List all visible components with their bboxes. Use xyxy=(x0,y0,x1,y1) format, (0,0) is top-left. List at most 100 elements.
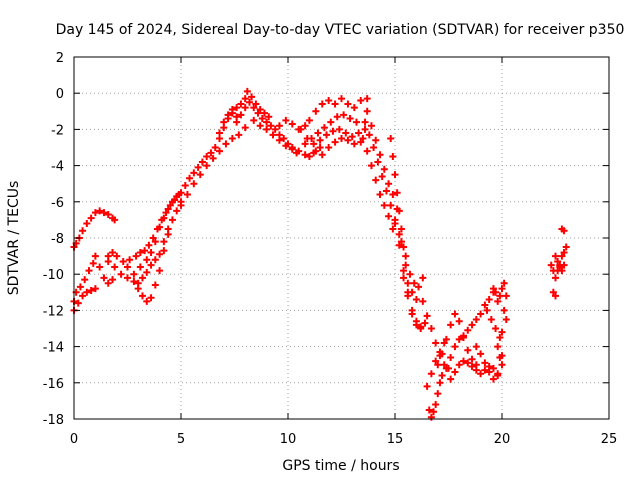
data-point xyxy=(442,335,450,343)
data-point xyxy=(136,248,144,256)
data-point xyxy=(241,104,249,112)
data-point xyxy=(196,171,204,179)
data-point xyxy=(359,134,367,142)
data-point xyxy=(547,261,555,269)
data-point xyxy=(237,100,245,108)
data-point xyxy=(87,286,95,294)
data-point xyxy=(481,301,489,309)
data-point xyxy=(395,207,403,215)
data-point xyxy=(432,357,440,365)
data-point xyxy=(252,100,260,108)
data-point xyxy=(552,274,559,282)
data-point xyxy=(301,151,309,159)
data-point xyxy=(303,134,311,142)
data-point xyxy=(164,205,172,213)
data-point xyxy=(472,315,480,323)
data-point xyxy=(100,209,108,217)
data-point xyxy=(562,243,570,251)
x-tick-label: 10 xyxy=(280,432,297,447)
data-point xyxy=(483,306,491,314)
data-point xyxy=(89,259,97,267)
data-point xyxy=(350,104,358,112)
data-point xyxy=(147,261,155,269)
data-point xyxy=(327,118,335,126)
data-point xyxy=(301,122,309,130)
data-point xyxy=(263,118,271,126)
data-point xyxy=(552,252,559,260)
y-axis-label: SDTVAR / TECUs xyxy=(6,181,22,296)
data-point xyxy=(160,214,168,222)
data-point xyxy=(267,122,275,130)
grid xyxy=(74,57,609,419)
data-point xyxy=(438,372,446,380)
data-point xyxy=(344,136,352,144)
data-point xyxy=(447,321,455,329)
data-point xyxy=(432,339,440,347)
data-point xyxy=(109,276,117,284)
data-point xyxy=(91,252,99,260)
data-point xyxy=(502,292,510,300)
y-tick-label: -14 xyxy=(43,341,64,356)
data-point xyxy=(335,125,343,133)
data-point xyxy=(472,343,480,351)
data-point xyxy=(138,292,146,300)
data-point xyxy=(496,292,504,300)
data-point xyxy=(393,189,401,197)
y-tick-label: -18 xyxy=(43,413,64,428)
data-point xyxy=(329,127,337,135)
data-point xyxy=(367,122,375,130)
data-point xyxy=(104,210,112,218)
data-point xyxy=(305,116,313,124)
data-point xyxy=(288,120,296,128)
data-point xyxy=(395,230,403,238)
data-point xyxy=(183,191,191,199)
data-point xyxy=(363,147,371,155)
data-point xyxy=(151,238,159,246)
data-point xyxy=(352,118,360,126)
data-point xyxy=(156,250,164,258)
data-point xyxy=(427,413,435,421)
data-point xyxy=(100,274,108,282)
data-point xyxy=(91,285,99,293)
data-point xyxy=(282,142,290,150)
data-point xyxy=(361,118,369,126)
data-point xyxy=(502,315,510,323)
data-point xyxy=(400,274,408,282)
data-point xyxy=(282,116,290,124)
data-point xyxy=(265,113,273,121)
data-point xyxy=(256,105,264,113)
data-point xyxy=(216,129,224,137)
data-point xyxy=(138,274,146,282)
data-point xyxy=(96,207,104,215)
data-point xyxy=(256,122,264,130)
data-point xyxy=(385,212,393,220)
y-tick-label: 2 xyxy=(56,51,64,66)
data-point xyxy=(233,104,241,112)
data-point xyxy=(558,267,566,275)
data-point xyxy=(423,382,431,390)
y-tick-label: -8 xyxy=(51,232,64,247)
data-point xyxy=(560,227,568,235)
data-point xyxy=(318,151,326,159)
data-point xyxy=(181,182,189,190)
data-point xyxy=(297,125,305,133)
data-point xyxy=(374,158,382,166)
data-point xyxy=(556,263,564,271)
data-point xyxy=(250,104,258,112)
y-tick-label: -2 xyxy=(51,123,64,138)
data-point xyxy=(494,297,502,305)
data-point xyxy=(224,111,232,119)
data-point xyxy=(228,134,236,142)
data-point xyxy=(417,325,425,332)
data-point xyxy=(468,363,476,371)
data-point xyxy=(408,310,416,318)
data-point xyxy=(494,343,502,351)
data-point xyxy=(130,270,138,278)
data-point xyxy=(440,339,448,347)
data-point xyxy=(464,346,472,354)
data-point xyxy=(489,375,497,383)
data-point xyxy=(455,317,463,325)
data-point xyxy=(222,140,230,148)
data-point xyxy=(119,258,127,266)
data-point xyxy=(406,270,414,278)
